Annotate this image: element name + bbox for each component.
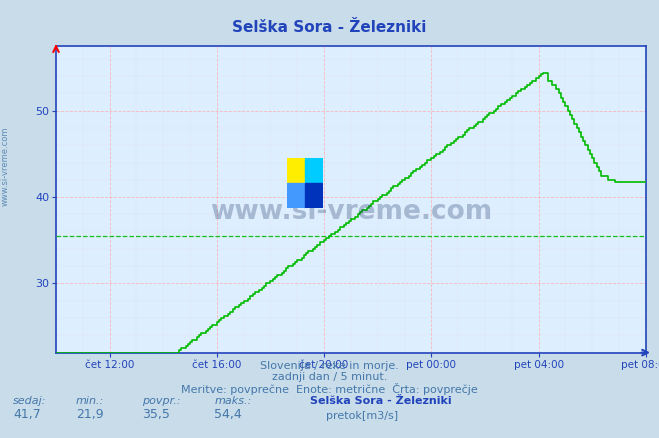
Bar	[304, 183, 323, 208]
Text: povpr.:: povpr.:	[142, 396, 180, 406]
Text: sedaj:: sedaj:	[13, 396, 47, 406]
Text: 41,7: 41,7	[13, 408, 41, 421]
Bar	[304, 158, 323, 183]
Text: Selška Sora - Železniki: Selška Sora - Železniki	[233, 20, 426, 35]
Text: Selška Sora - Železniki: Selška Sora - Železniki	[310, 396, 451, 406]
Text: 54,4: 54,4	[214, 408, 242, 421]
Text: www.si-vreme.com: www.si-vreme.com	[1, 127, 10, 206]
Text: maks.:: maks.:	[214, 396, 252, 406]
Text: pretok[m3/s]: pretok[m3/s]	[326, 411, 398, 421]
Bar	[287, 183, 304, 208]
Text: min.:: min.:	[76, 396, 104, 406]
Text: 35,5: 35,5	[142, 408, 169, 421]
Bar	[287, 158, 304, 183]
Text: Slovenija / reke in morje.: Slovenija / reke in morje.	[260, 361, 399, 371]
Text: www.si-vreme.com: www.si-vreme.com	[210, 198, 492, 225]
Text: Meritve: povprečne  Enote: metrične  Črta: povprečje: Meritve: povprečne Enote: metrične Črta:…	[181, 383, 478, 395]
Text: 21,9: 21,9	[76, 408, 103, 421]
Text: zadnji dan / 5 minut.: zadnji dan / 5 minut.	[272, 372, 387, 382]
